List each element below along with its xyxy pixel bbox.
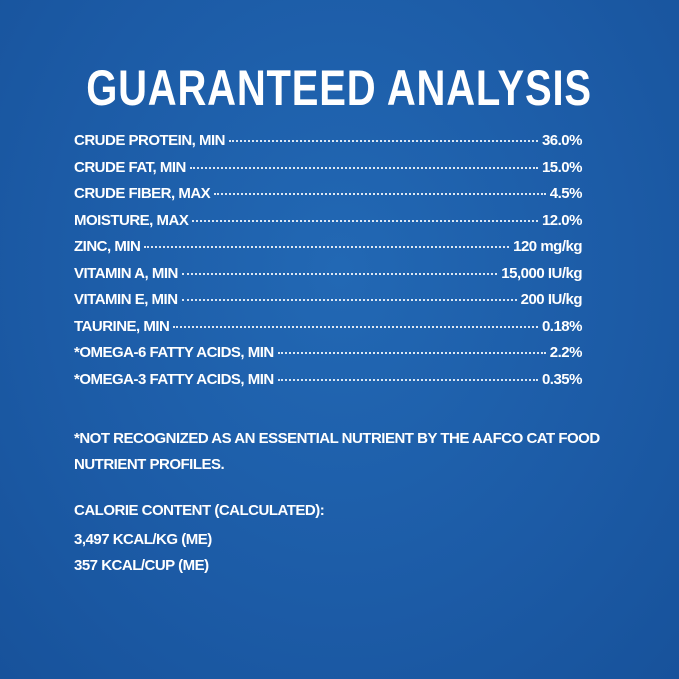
dot-leader [173, 325, 538, 328]
analysis-row: CRUDE FIBER, MAX 4.5% [74, 185, 583, 212]
nutrient-value: 15,000 IU/kg [501, 264, 582, 282]
nutrient-label: VITAMIN A, MIN [74, 264, 178, 282]
nutrient-label: CRUDE FIBER, MAX [74, 185, 211, 202]
nutrient-label: MOISTURE, MAX [74, 211, 189, 229]
nutrient-value: 120 mg/kg [513, 238, 582, 255]
analysis-row: CRUDE FAT, MIN 15.0% [74, 158, 583, 186]
analysis-row: *OMEGA-6 FATTY ACIDS, MIN 2.2% [74, 344, 583, 371]
analysis-row: CRUDE PROTEIN, MIN 36.0% [74, 132, 583, 159]
footnote: *NOT RECOGNIZED AS AN ESSENTIAL NUTRIENT… [74, 430, 600, 473]
nutrient-label: CRUDE FAT, MIN [74, 158, 186, 176]
nutrient-label: CRUDE PROTEIN, MIN [74, 132, 226, 149]
analysis-row: TAURINE, MIN 0.18% [74, 317, 583, 345]
nutrient-value: 0.18% [541, 317, 583, 335]
analysis-row: *OMEGA-3 FATTY ACIDS, MIN 0.35% [74, 370, 583, 398]
dot-leader [277, 378, 538, 381]
nutrient-value: 4.5% [549, 185, 583, 202]
analysis-row: VITAMIN A, MIN 15,000 IU/kg [74, 265, 582, 292]
analysis-row: MOISTURE, MAX 12.0% [74, 211, 583, 239]
dot-leader [181, 299, 517, 301]
dot-leader [181, 272, 498, 275]
nutrient-value: 0.35% [541, 370, 583, 388]
dot-leader [214, 193, 546, 195]
nutrient-label: TAURINE, MIN [74, 317, 170, 335]
calorie-line: 3,497 KCAL/KG (ME) [74, 531, 212, 548]
nutrient-label: *OMEGA-3 FATTY ACIDS, MIN [74, 370, 274, 388]
calorie-heading: CALORIE CONTENT (CALCULATED): [74, 502, 325, 519]
dot-leader [277, 352, 546, 354]
analysis-row: VITAMIN E, MIN 200 IU/kg [74, 291, 583, 318]
nutrient-value: 36.0% [541, 132, 583, 149]
nutrient-value: 15.0% [541, 158, 583, 176]
dot-leader [189, 166, 538, 169]
analysis-row: ZINC, MIN 120 mg/kg [74, 238, 582, 265]
nutrient-label: VITAMIN E, MIN [74, 291, 178, 308]
nutrient-value: 12.0% [541, 211, 583, 229]
nutrient-label: *OMEGA-6 FATTY ACIDS, MIN [74, 344, 274, 361]
nutrient-value: 2.2% [549, 344, 583, 361]
nutrient-label: ZINC, MIN [74, 238, 141, 255]
dot-leader [144, 246, 510, 248]
dot-leader [229, 140, 538, 142]
calorie-line: 357 KCAL/CUP (ME) [74, 557, 209, 574]
title-text: GUARANTEED ANALYSIS [86, 60, 593, 116]
nutrient-value: 200 IU/kg [520, 291, 583, 308]
analysis-list: CRUDE PROTEIN, MIN 36.0% CRUDE FAT, MIN 15.… [74, 132, 583, 398]
dot-leader [192, 219, 538, 222]
title: GUARANTEED ANALYSIS [0, 58, 679, 118]
